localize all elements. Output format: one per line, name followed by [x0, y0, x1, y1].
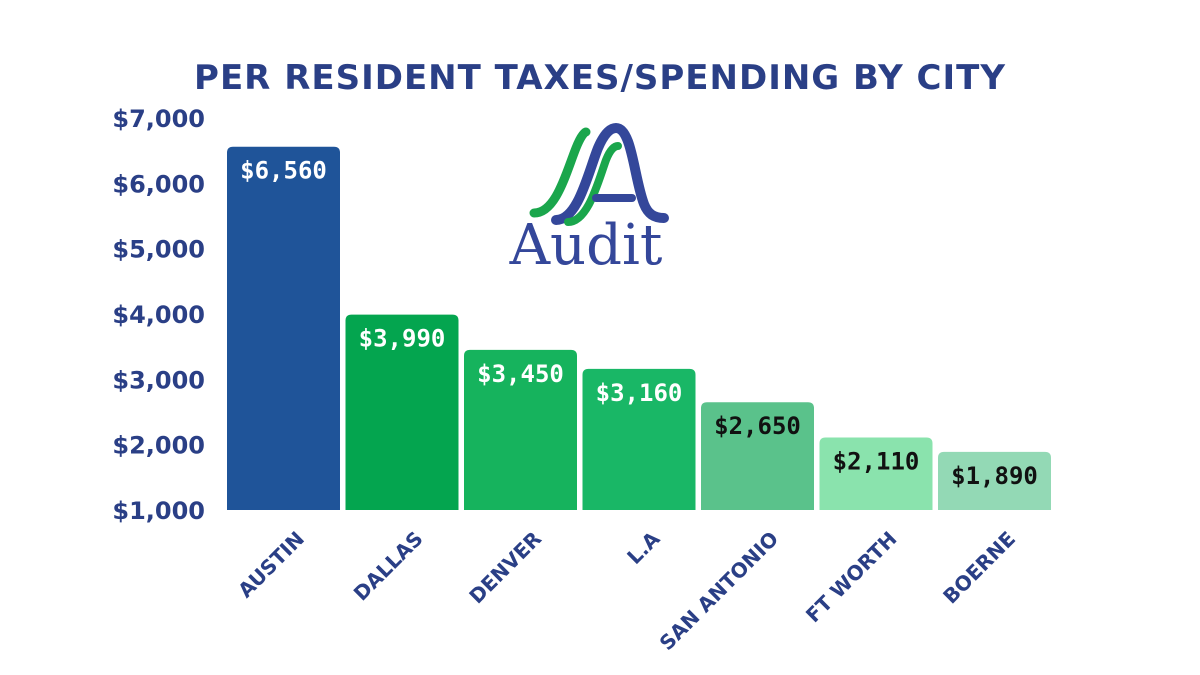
audit-logo-text: Audit: [509, 213, 663, 278]
bars: [227, 146, 1051, 510]
x-tick-label: L.A: [622, 526, 665, 569]
bar-dallas: [345, 314, 459, 510]
bar-san-antonio: [701, 402, 814, 510]
data-label: $3,450: [477, 360, 564, 388]
chart-title: PER RESIDENT TAXES/SPENDING BY CITY: [194, 58, 1006, 98]
x-tick-label: FT WORTH: [801, 527, 902, 628]
audit-logo-mark: [529, 122, 669, 226]
y-tick-label: $2,000: [112, 432, 205, 460]
x-tick-label: SAN ANTONIO: [655, 527, 783, 655]
x-tick-label: AUSTIN: [233, 527, 309, 603]
y-tick-label: $3,000: [112, 366, 205, 394]
bar-denver: [464, 349, 577, 510]
data-label: $3,990: [359, 325, 446, 353]
data-label: $1,890: [951, 462, 1038, 490]
y-tick-label: $5,000: [112, 236, 205, 264]
data-label: $2,110: [833, 447, 920, 475]
x-tick-label: DENVER: [464, 527, 546, 609]
x-tick-label: BOERNE: [938, 527, 1020, 609]
data-label: $3,160: [596, 379, 683, 407]
y-axis: $1,000 $2,000 $3,000 $4,000 $5,000 $6,000 $7,0…: [112, 105, 205, 525]
data-labels: $6,560 $3,990 $3,450 $3,160 $2,650 $2,110 $1,8…: [240, 157, 1038, 490]
y-tick-label: $6,000: [112, 170, 205, 198]
bar-l-a: [582, 368, 696, 510]
bar-austin: [227, 146, 340, 510]
y-tick-label: $1,000: [112, 497, 205, 525]
bar-boerne: [938, 451, 1051, 510]
data-label: $2,650: [714, 412, 801, 440]
y-tick-label: $4,000: [112, 301, 205, 329]
y-tick-label: $7,000: [112, 105, 205, 133]
bar-ft-worth: [819, 437, 933, 510]
data-label: $6,560: [240, 157, 327, 185]
x-tick-label: DALLAS: [349, 527, 428, 606]
audit-logo: Audit: [494, 118, 678, 284]
